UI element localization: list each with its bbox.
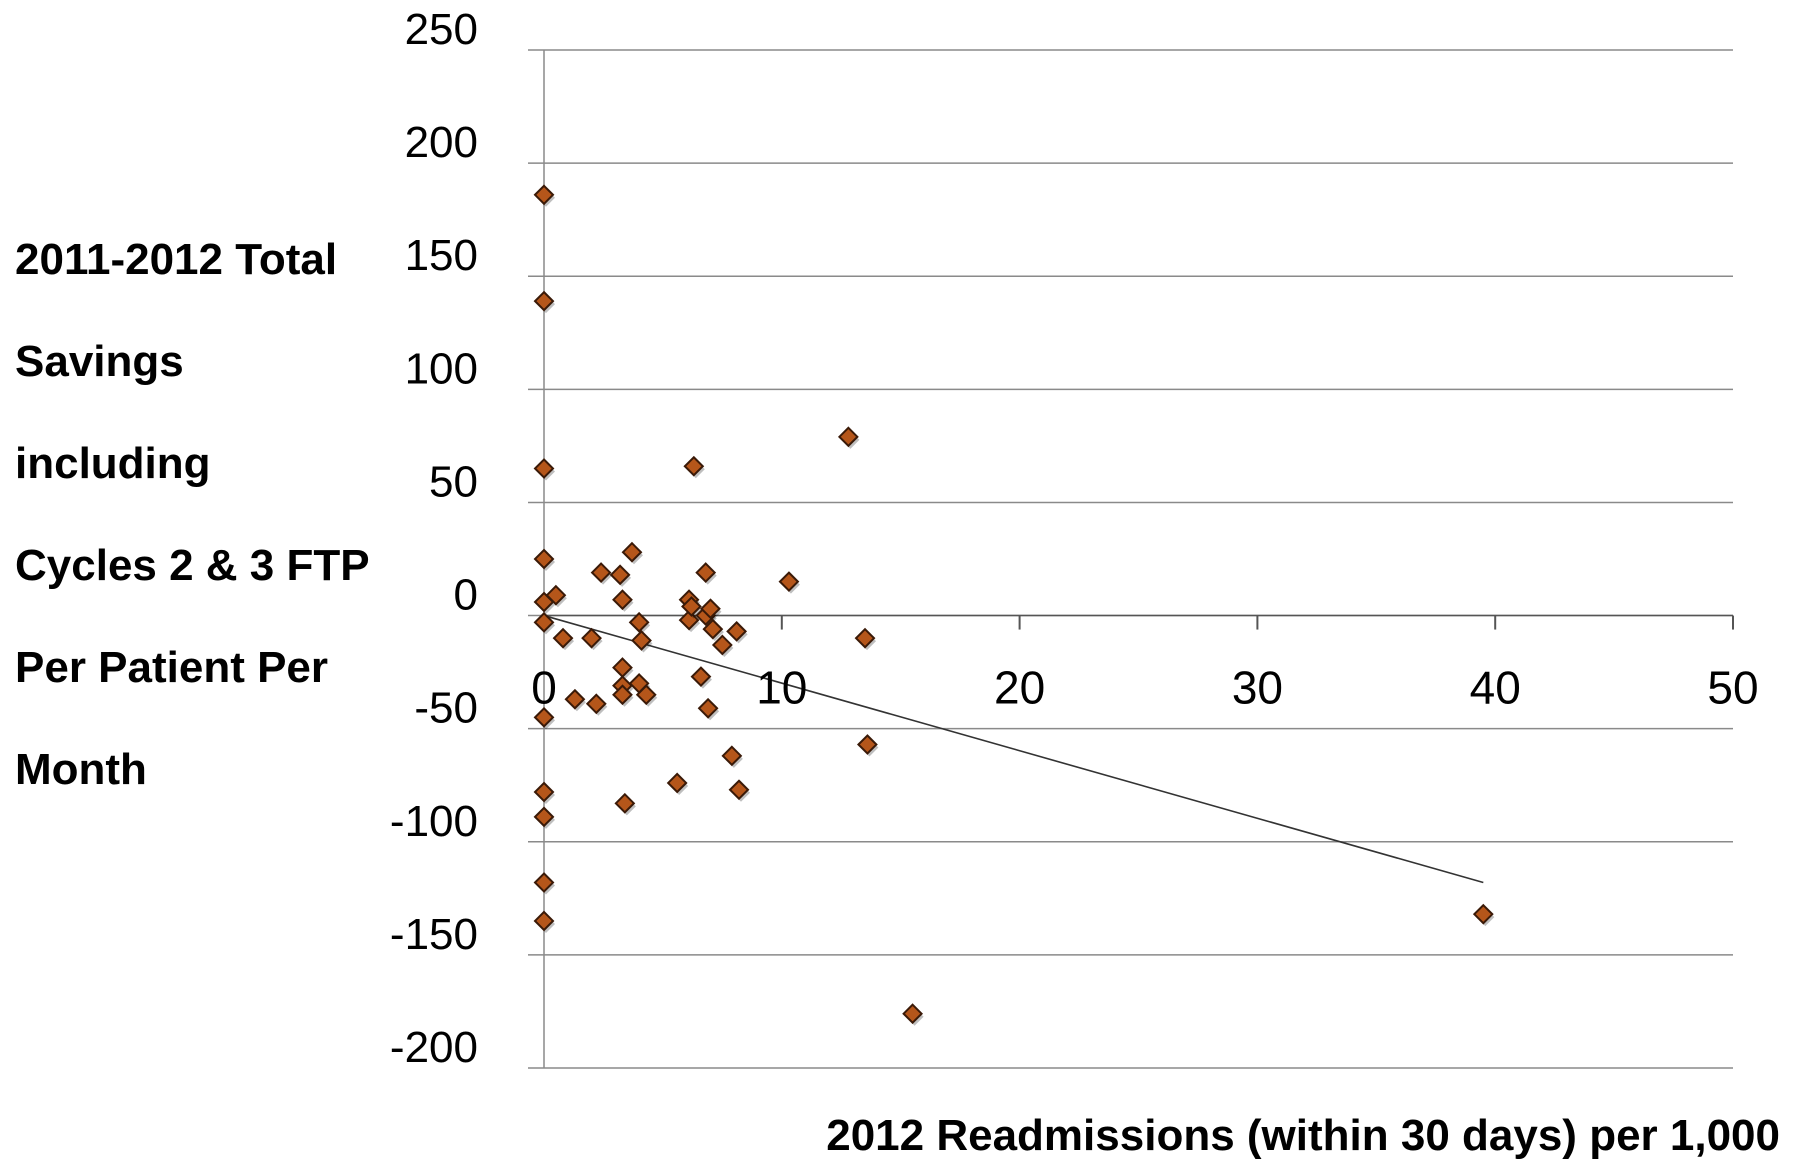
trendline [543,614,1484,884]
y-tick-label: -50 [414,684,478,733]
data-point [585,693,607,715]
y-tick-label: 250 [405,5,478,54]
data-point [612,684,633,706]
data-point [697,697,719,719]
data-point [533,290,555,312]
y-tick-label: 50 [429,457,478,506]
trendline-layer [543,614,1484,884]
data-point [533,910,555,932]
y-tick-label: -200 [390,1023,478,1072]
x-tick-label: 20 [994,662,1045,714]
data-point [631,630,652,651]
x-tick-label: 0 [531,662,557,714]
y-axis-label-line: Per Patient Per [15,643,328,692]
y-tick-label: 150 [405,231,478,280]
y-tick-label: 200 [405,118,478,167]
data-point [837,426,859,448]
data-point [690,666,712,688]
data-point [681,596,702,617]
data-point [700,598,721,620]
y-axis-label-line: 2011-2012 Total [15,235,337,284]
x-tick-label: 40 [1470,662,1521,714]
y-axis-label-line: Month [15,745,147,794]
data-point [683,455,705,477]
data-point [1472,903,1494,925]
data-point [721,745,743,767]
data-point [533,458,555,479]
grid-lines [528,49,1733,1069]
data-point [854,627,876,649]
y-tick-label: -100 [390,797,478,846]
y-tick-label: -150 [390,910,478,959]
data-point [564,688,586,710]
data-point [778,571,800,593]
data-point [533,872,555,893]
axes [543,50,1734,1068]
x-axis-label: 2012 Readmissions (within 30 days) per 1… [826,1111,1780,1160]
data-point [552,627,574,649]
data-point [533,184,555,206]
y-tick-label: 0 [454,571,478,620]
data-point [628,611,650,633]
data-point [545,584,567,606]
y-axis-label-line: Cycles 2 & 3 FTP [15,541,370,590]
y-axis-label-line: Savings [15,337,184,386]
data-point [902,1003,924,1025]
x-tick-labels: 0 10 20 30 40 50 [531,662,1758,714]
data-point [666,772,688,794]
x-tick-label: 10 [756,662,807,714]
data-points [533,184,1495,1026]
data-point [609,564,631,586]
x-tick-label: 50 [1707,662,1758,714]
y-tick-label: 100 [405,344,478,393]
data-point [533,611,555,633]
data-point [533,706,555,728]
data-point [614,792,636,814]
y-axis-label-line: including [15,439,211,488]
data-point [533,781,555,803]
data-point [533,806,555,828]
data-point [621,541,643,563]
data-point [711,634,733,656]
data-point [728,779,750,801]
data-point [590,562,612,583]
data-point [726,620,748,642]
data-point [533,548,555,570]
y-tick-labels: 250 200 150 100 50 0 -50 -100 -150 -200 [390,5,478,1072]
data-point [678,609,700,631]
data-point [635,684,657,706]
data-point [695,562,717,583]
y-axis-label: 2011-2012 Total Savings including Cycles… [15,235,370,794]
data-point [612,589,633,611]
data-point [856,734,878,755]
x-tick-label: 30 [1232,662,1283,714]
data-point [581,627,602,649]
data-point [702,618,724,640]
